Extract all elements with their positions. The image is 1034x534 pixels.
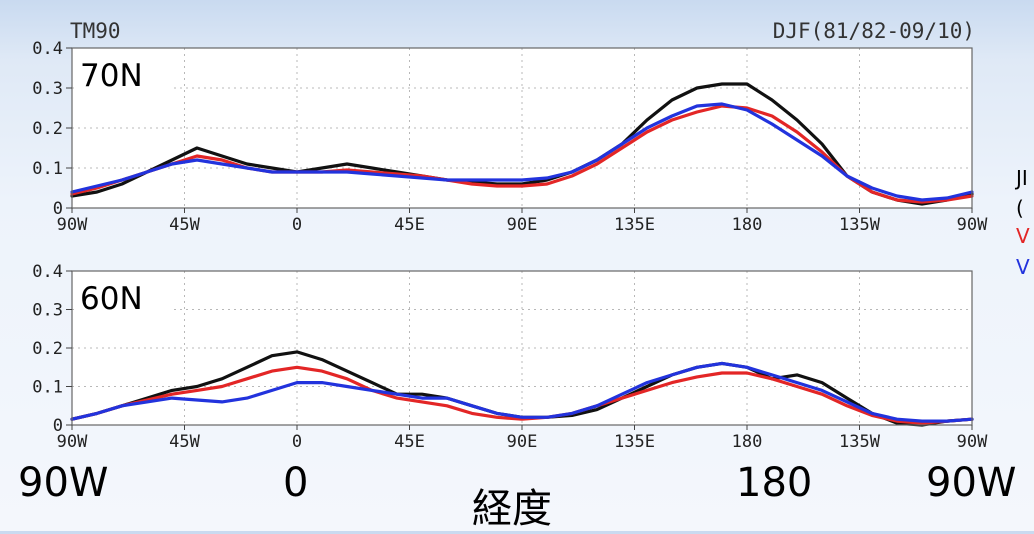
period-label: DJF(81/82-09/10)	[773, 19, 975, 43]
x-tick-label: 0	[292, 215, 302, 235]
x-axis-label: 経度	[472, 486, 552, 532]
panel-label-box	[74, 52, 174, 94]
x-tick-label: 180	[732, 215, 763, 235]
y-tick-label: 0.4	[32, 262, 63, 282]
series-line-red_series	[70, 365, 974, 425]
y-tick-label: 0.2	[32, 119, 63, 139]
x-tick-label: 0	[292, 432, 302, 452]
x-tick-label: 180	[732, 432, 763, 452]
y-tick-label: 0.4	[32, 39, 63, 59]
x-tick-label: 45W	[169, 432, 200, 452]
x-tick-label: 90W	[57, 432, 88, 452]
panel-label: 70N	[80, 58, 143, 94]
panel-label: 60N	[80, 281, 143, 317]
y-tick-label: 0	[53, 416, 63, 436]
big-xtick-0: 0	[283, 460, 309, 506]
y-tick-label: 0.2	[32, 339, 63, 359]
x-tick-label: 90E	[507, 432, 538, 452]
series-line-black_series	[70, 82, 974, 206]
y-tick-label: 0.3	[32, 301, 63, 321]
x-tick-label: 135W	[839, 432, 881, 452]
series-line-blue_series	[70, 102, 974, 202]
panel-70n: 0 0.1 0.2 0.3 0.4 90W 45W 0 45E 90E 135E 180 135W 90W…	[32, 39, 988, 235]
x-tick-label: 135W	[839, 215, 881, 235]
big-xtick-90w-right: 90W	[926, 460, 1017, 506]
big-xtick-90w-left: 90W	[18, 460, 109, 506]
big-xtick-180: 180	[736, 460, 813, 506]
y-tick-label: 0.1	[32, 378, 63, 398]
x-tick-label: 45W	[169, 215, 200, 235]
legend-line-1: JI	[1016, 166, 1028, 190]
x-tick-label: 45E	[394, 432, 425, 452]
legend-line-3: V	[1016, 224, 1030, 248]
x-tick-label: 90E	[507, 215, 538, 235]
y-tick-label: 0	[53, 199, 63, 219]
x-tick-label: 45E	[394, 215, 425, 235]
x-tick-label: 135E	[614, 215, 655, 235]
y-tick-label: 0.1	[32, 159, 63, 179]
legend-line-4: V	[1016, 255, 1030, 279]
y-tick-label: 0.3	[32, 79, 63, 99]
series-line-blue_series	[70, 361, 974, 423]
x-tick-label: 135E	[614, 432, 655, 452]
x-tick-label: 90W	[957, 215, 988, 235]
panel-60n: 0 0.1 0.2 0.3 0.4 90W 45W 0 45E 90E 135E 180 135W 90W…	[32, 262, 988, 452]
series-line-red_series	[70, 104, 974, 204]
x-tick-label: 90W	[57, 215, 88, 235]
model-label: TM90	[70, 19, 121, 43]
x-tick-label: 90W	[957, 432, 988, 452]
panel-label-box	[74, 275, 174, 317]
legend-line-2: (	[1016, 196, 1024, 220]
